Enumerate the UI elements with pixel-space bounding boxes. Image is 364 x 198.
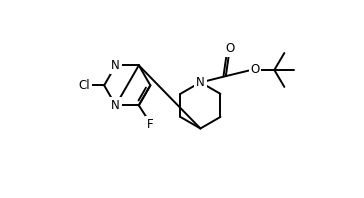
Text: O: O bbox=[225, 42, 234, 55]
Text: N: N bbox=[111, 59, 120, 72]
Text: N: N bbox=[111, 99, 120, 112]
Text: F: F bbox=[147, 118, 154, 131]
Text: Cl: Cl bbox=[78, 79, 90, 92]
Text: O: O bbox=[250, 64, 260, 76]
Text: N: N bbox=[196, 76, 205, 89]
